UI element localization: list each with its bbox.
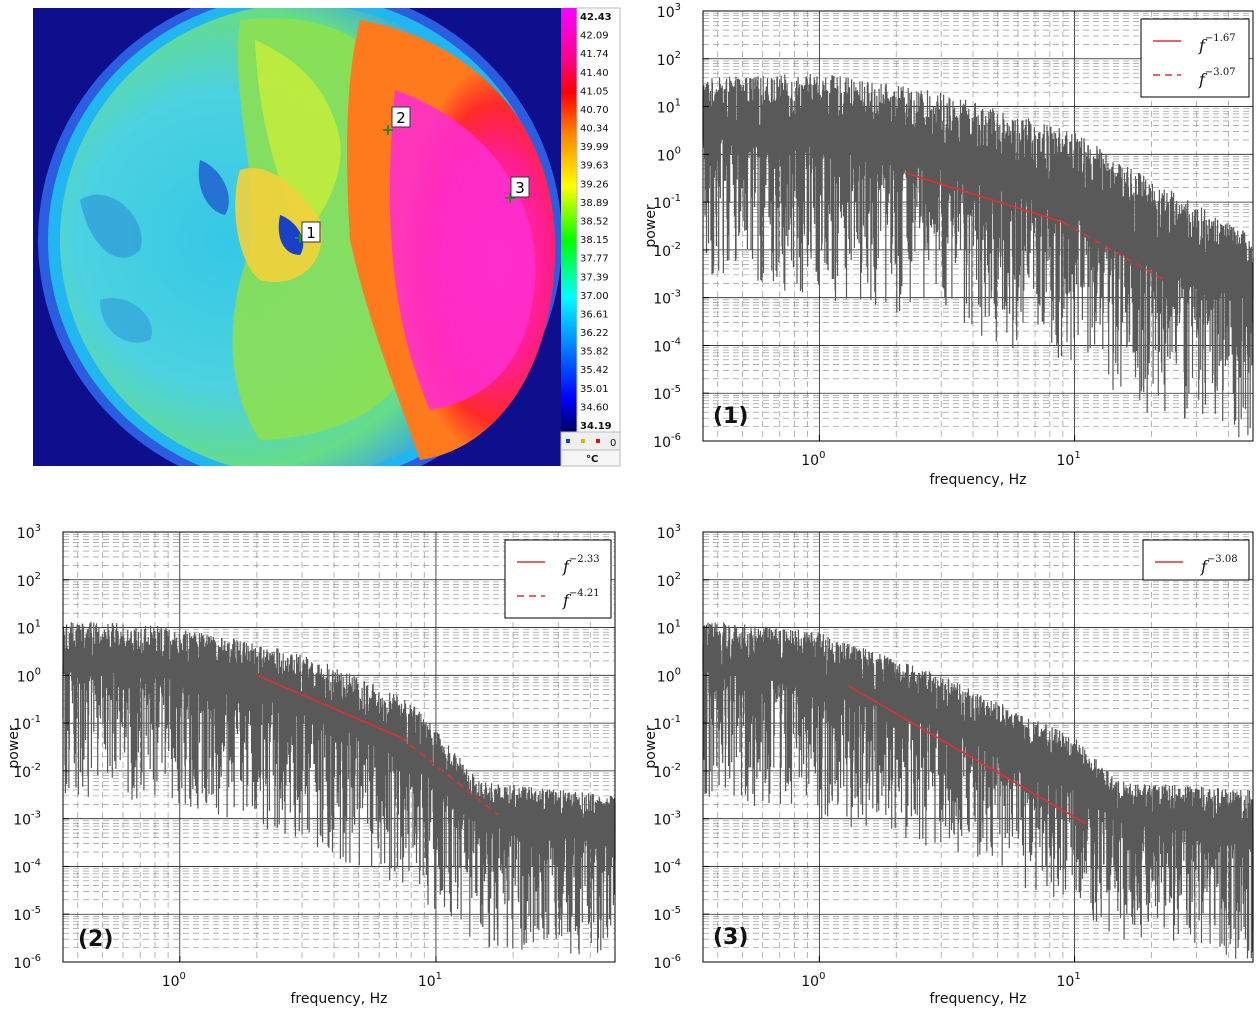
y-tick-label: 10-6 [13,953,41,972]
y-axis-label: power [643,725,659,769]
x-axis-label: frequency, Hz [291,991,388,1007]
colorbar-label: 41.40 [580,68,609,79]
thermal-marker-label: 3 [515,179,525,197]
panel-label: (3) [713,925,748,950]
spectrum-chart-2: 100 10110-610-510-410-310-210-11001011021… [6,523,616,1007]
colorbar-unit: °C [586,454,598,465]
colorbar-label: 35.82 [580,347,609,358]
spectrum-chart-1: 100 10110-610-510-410-310-210-11001011021… [643,2,1254,488]
colorbar-label: 34.60 [580,402,609,413]
colorbar-label: 42.43 [580,12,612,23]
x-tick-label: 100 [801,450,825,469]
y-tick-label: 10-4 [653,857,681,876]
colorbar-label: 38.15 [580,235,609,246]
fit-line-1 [256,674,402,739]
x-axis-label: frequency, Hz [930,991,1027,1007]
thermal-marker-label: 1 [306,224,316,242]
legend-entry: f−4.21 [562,588,600,610]
y-tick-label: 102 [657,50,681,69]
y-tick-label: 103 [657,2,681,21]
x-tick-label: 101 [1056,971,1080,990]
legend: f−1.67 f−3.07 [1140,18,1250,98]
y-tick-label: 10-3 [13,810,41,829]
colorbar-label: 40.70 [580,105,609,116]
x-tick-label: 100 [801,971,825,990]
y-tick-label: 100 [17,666,41,685]
thermal-marker-3: 3 [505,176,530,203]
y-tick-label: 10-6 [653,432,681,451]
legend: f−2.33 f−4.21 [504,539,612,619]
colorbar-counter: 0 [610,438,616,449]
panel-label: (1) [713,404,748,429]
y-tick-label: 10-4 [13,857,41,876]
x-tick-label: 101 [1056,450,1080,469]
y-tick-label: 101 [657,619,681,638]
colorbar-label: 41.74 [580,49,609,60]
colorbar-label: 37.00 [580,291,609,302]
thermal-image-panel: 0 °C 42.43 42.09 41.74 41.40 41.05 40.70 40.34… [33,7,621,467]
y-tick-label: 10-5 [653,905,681,924]
y-tick-label: 100 [657,666,681,685]
colorbar-label: 36.22 [580,328,609,339]
colorbar-label: 36.61 [580,309,609,320]
y-tick-label: 10-6 [653,953,681,972]
x-axis-label: frequency, Hz [930,472,1027,488]
y-tick-label: 101 [657,98,681,117]
colorbar-label: 40.34 [580,124,609,135]
fit-line-1 [906,172,1064,223]
y-tick-label: 10-5 [13,905,41,924]
y-tick-label: 103 [657,523,681,542]
legend-entry: f−3.07 [1198,67,1236,89]
x-tick-label: 100 [162,971,186,990]
fit-line-1 [848,685,1086,824]
x-tick-label: 101 [418,971,442,990]
colorbar-label: 35.42 [580,365,609,376]
thermal-marker-1: 1 [295,221,321,243]
fit-line-2 [1062,221,1168,282]
plot-frame [702,10,1254,442]
colorbar-label: 37.77 [580,254,609,265]
legend-entry: f−1.67 [1198,33,1236,55]
plot-frame [702,531,1254,963]
colorbar-label: 37.39 [580,272,609,283]
colorbar-label: 39.26 [580,179,609,190]
y-axis-label: power [643,204,659,248]
colorbar-label: 35.01 [580,384,609,395]
y-tick-label: 10-3 [653,289,681,308]
y-tick-label: 10-3 [653,810,681,829]
fit-line-2 [400,736,499,816]
panel-label: (2) [78,927,113,952]
colorbar-label: 34.19 [580,421,612,432]
thermal-marker-label: 2 [396,109,406,127]
thermal-marker-2: 2 [383,106,411,135]
legend-entry: f−3.08 [1200,554,1238,576]
y-axis-label: power [6,725,22,769]
plot-frame [62,531,616,963]
y-tick-label: 102 [657,571,681,590]
colorbar-label: 39.63 [580,161,609,172]
colorbar-label: 42.09 [580,31,609,42]
y-tick-label: 10-4 [653,336,681,355]
y-tick-label: 100 [657,145,681,164]
colorbar-label: 38.89 [580,198,609,209]
legend: f−3.08 [1142,539,1250,581]
colorbar-label: 38.52 [580,217,609,228]
colorbar-label: 39.99 [580,142,609,153]
legend-entry: f−2.33 [562,554,600,576]
y-tick-label: 101 [17,619,41,638]
y-tick-label: 102 [17,571,41,590]
y-tick-label: 103 [17,523,41,542]
spectrum-chart-3: 100 10110-610-510-410-310-210-11001011021… [643,523,1254,1007]
y-tick-label: 10-5 [653,384,681,403]
colorbar-label: 41.05 [580,86,609,97]
